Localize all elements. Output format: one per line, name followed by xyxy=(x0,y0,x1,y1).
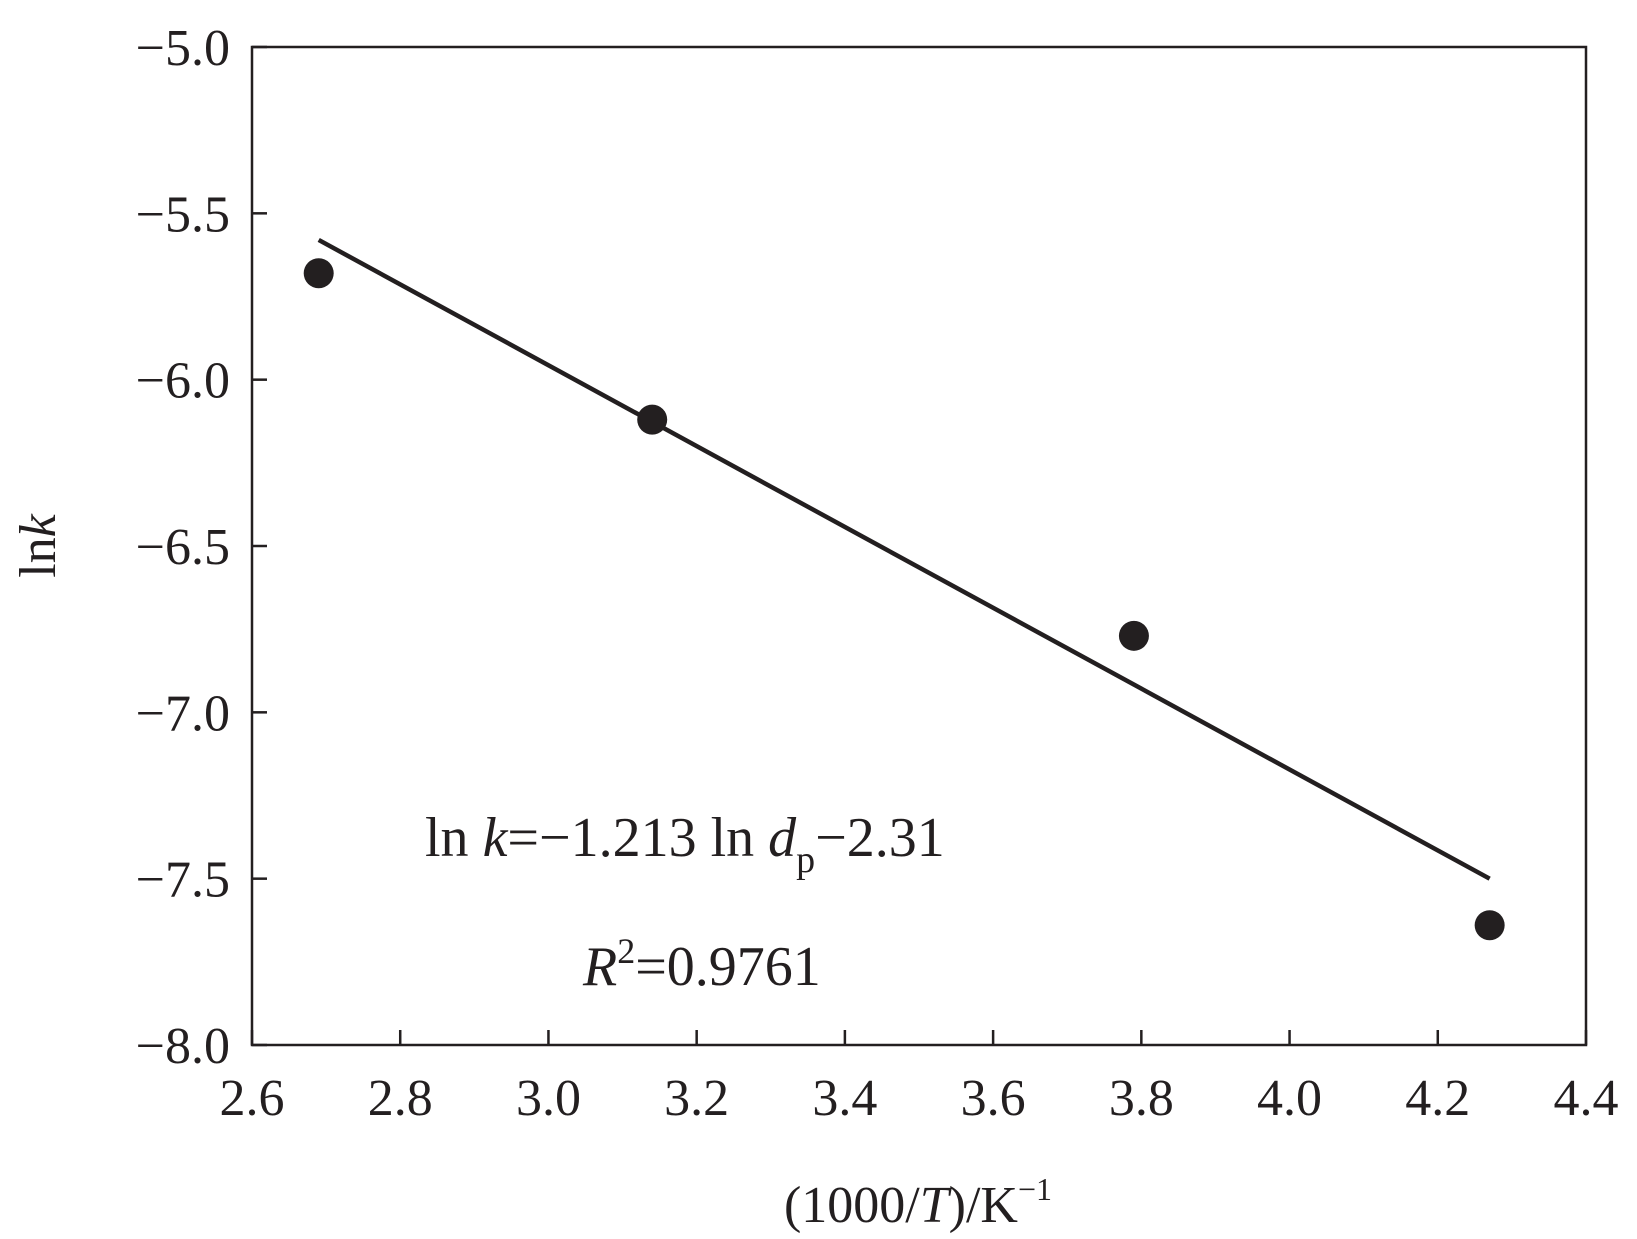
tick-labels: 2.6 2.8 3.0 3.2 3.4 3.6 3.8 4.0 4.2 4.4 −5.0 −5.5 −6… xyxy=(136,20,1619,1127)
y-tick-label: −5.0 xyxy=(136,20,230,77)
x-tick-label: 3.6 xyxy=(961,1070,1026,1127)
x-axis-title: (1000/T)/K−1 xyxy=(784,1171,1052,1234)
y-tick-label: −7.5 xyxy=(136,852,230,909)
x-tick-label: 3.2 xyxy=(664,1070,729,1127)
x-tick-label: 2.8 xyxy=(368,1070,433,1127)
x-tick-label: 2.6 xyxy=(220,1070,285,1127)
r-squared: R2=0.9761 xyxy=(582,931,821,998)
y-tick-label: −6.5 xyxy=(136,519,230,576)
y-tick-label: −5.5 xyxy=(136,186,230,243)
data-points xyxy=(303,258,1505,941)
x-tick-label: 3.4 xyxy=(812,1070,877,1127)
x-tick-label: 4.4 xyxy=(1554,1070,1619,1127)
y-tick-label: −8.0 xyxy=(136,1018,230,1075)
plot-frame xyxy=(250,45,1588,1047)
tick-marks xyxy=(250,45,1588,1047)
y-tick-label: −7.0 xyxy=(136,685,230,742)
x-tick-label: 4.0 xyxy=(1257,1070,1322,1127)
data-point xyxy=(637,404,668,435)
x-tick-label: 4.2 xyxy=(1405,1070,1470,1127)
data-point xyxy=(303,258,334,289)
fit-line xyxy=(317,237,1491,881)
fit-equation: ln k=−1.213 ln dp−2.31 xyxy=(425,807,945,881)
data-point xyxy=(1118,620,1149,651)
y-axis-title: lnk xyxy=(10,513,67,577)
data-point xyxy=(1474,910,1505,941)
x-tick-label: 3.0 xyxy=(516,1070,581,1127)
x-tick-label: 3.8 xyxy=(1109,1070,1174,1127)
y-tick-label: −6.0 xyxy=(136,353,230,410)
